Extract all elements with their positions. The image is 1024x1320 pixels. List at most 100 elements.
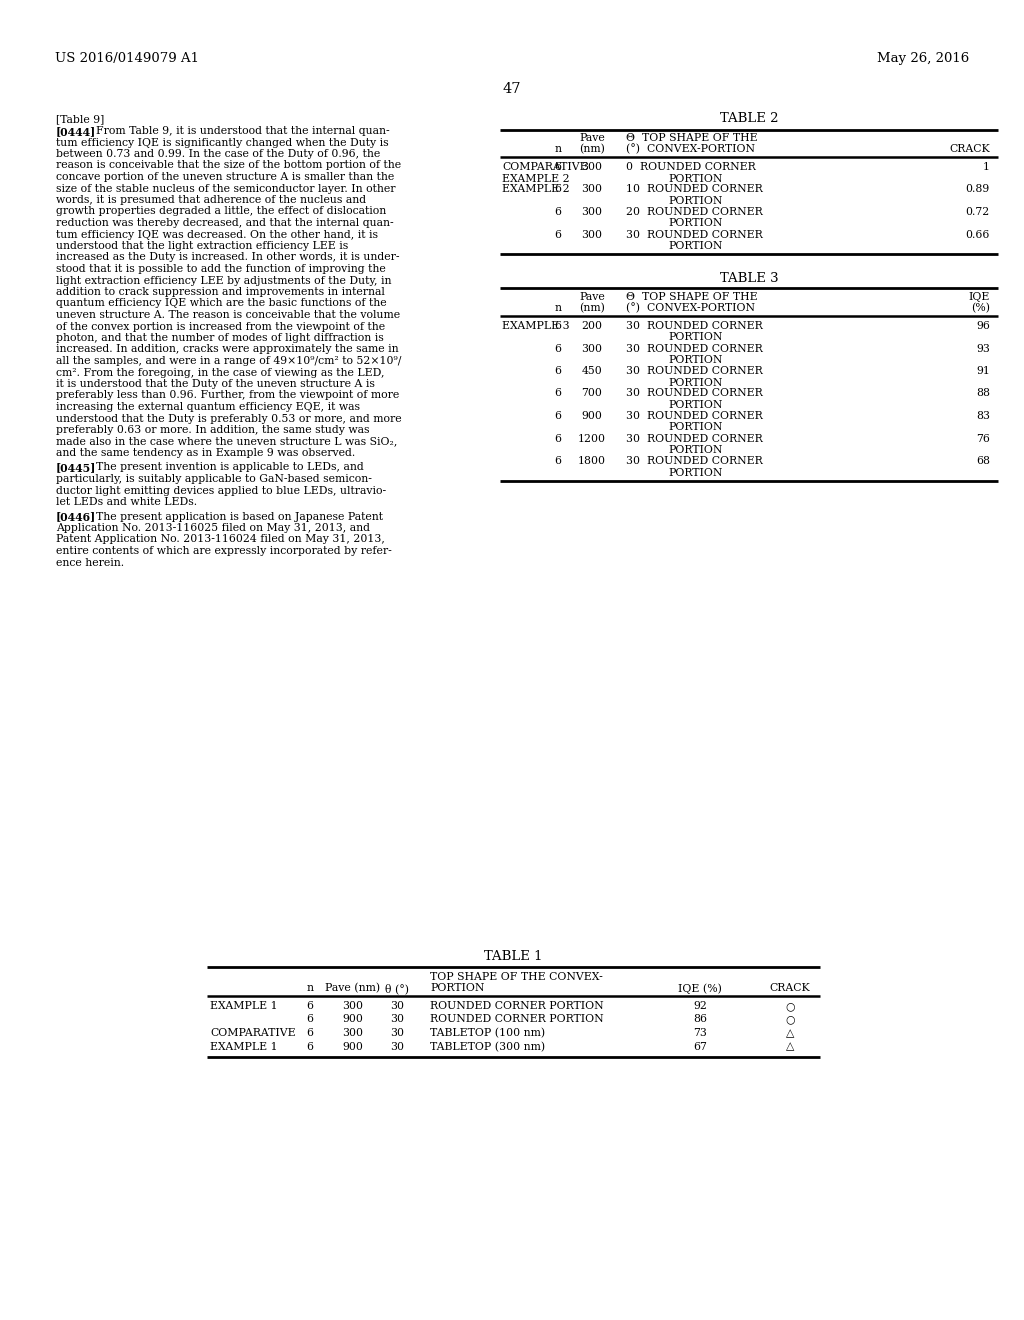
Text: growth properties degraded a little, the effect of dislocation: growth properties degraded a little, the…	[56, 206, 386, 216]
Text: (nm): (nm)	[579, 304, 605, 313]
Text: increased. In addition, cracks were approximately the same in: increased. In addition, cracks were appr…	[56, 345, 398, 355]
Text: 6: 6	[555, 230, 561, 239]
Text: made also in the case where the uneven structure L was SiO₂,: made also in the case where the uneven s…	[56, 437, 397, 446]
Text: 6: 6	[555, 321, 561, 331]
Text: 30: 30	[390, 1041, 404, 1052]
Text: increasing the external quantum efficiency EQE, it was: increasing the external quantum efficien…	[56, 403, 360, 412]
Text: n: n	[555, 144, 561, 154]
Text: 0.72: 0.72	[966, 207, 990, 216]
Text: 6: 6	[555, 388, 561, 399]
Text: between 0.73 and 0.99. In the case of the Duty of 0.96, the: between 0.73 and 0.99. In the case of th…	[56, 149, 380, 158]
Text: stood that it is possible to add the function of improving the: stood that it is possible to add the fun…	[56, 264, 386, 275]
Text: [Table 9]: [Table 9]	[56, 114, 104, 124]
Text: photon, and that the number of modes of light diffraction is: photon, and that the number of modes of …	[56, 333, 384, 343]
Text: 1800: 1800	[578, 455, 606, 466]
Text: PORTION: PORTION	[668, 195, 722, 206]
Text: understood that the Duty is preferably 0.53 or more, and more: understood that the Duty is preferably 0…	[56, 413, 401, 424]
Text: 68: 68	[976, 455, 990, 466]
Text: 30  ROUNDED CORNER: 30 ROUNDED CORNER	[626, 433, 763, 444]
Text: 6: 6	[306, 1015, 313, 1024]
Text: TABLE 2: TABLE 2	[720, 112, 778, 125]
Text: all the samples, and were in a range of 49×10⁹/cm² to 52×10⁹/: all the samples, and were in a range of …	[56, 356, 401, 366]
Text: n: n	[555, 304, 561, 313]
Text: TABLE 3: TABLE 3	[720, 272, 778, 285]
Text: reduction was thereby decreased, and that the internal quan-: reduction was thereby decreased, and tha…	[56, 218, 393, 228]
Text: 67: 67	[693, 1041, 707, 1052]
Text: 6: 6	[306, 1028, 313, 1038]
Text: 6: 6	[555, 366, 561, 376]
Text: cm². From the foregoing, in the case of viewing as the LED,: cm². From the foregoing, in the case of …	[56, 367, 384, 378]
Text: 93: 93	[976, 343, 990, 354]
Text: n: n	[306, 983, 313, 993]
Text: concave portion of the uneven structure A is smaller than the: concave portion of the uneven structure …	[56, 172, 394, 182]
Text: [0446]: [0446]	[56, 511, 96, 523]
Text: CRACK: CRACK	[949, 144, 990, 154]
Text: quantum efficiency IQE which are the basic functions of the: quantum efficiency IQE which are the bas…	[56, 298, 387, 309]
Text: size of the stable nucleus of the semiconductor layer. In other: size of the stable nucleus of the semico…	[56, 183, 395, 194]
Text: 300: 300	[582, 207, 602, 216]
Text: ○: ○	[785, 1001, 795, 1011]
Text: The present application is based on Japanese Patent: The present application is based on Japa…	[96, 511, 383, 521]
Text: From Table 9, it is understood that the internal quan-: From Table 9, it is understood that the …	[96, 125, 389, 136]
Text: PORTION: PORTION	[668, 333, 722, 342]
Text: PORTION: PORTION	[430, 983, 484, 993]
Text: 30  ROUNDED CORNER: 30 ROUNDED CORNER	[626, 321, 763, 331]
Text: tum efficiency IQE is significantly changed when the Duty is: tum efficiency IQE is significantly chan…	[56, 137, 389, 148]
Text: ROUNDED CORNER PORTION: ROUNDED CORNER PORTION	[430, 1015, 603, 1024]
Text: Θ  TOP SHAPE OF THE: Θ TOP SHAPE OF THE	[626, 292, 758, 302]
Text: PORTION: PORTION	[668, 467, 722, 478]
Text: of the convex portion is increased from the viewpoint of the: of the convex portion is increased from …	[56, 322, 385, 331]
Text: ductor light emitting devices applied to blue LEDs, ultravio-: ductor light emitting devices applied to…	[56, 486, 386, 495]
Text: 91: 91	[976, 366, 990, 376]
Text: 1200: 1200	[578, 433, 606, 444]
Text: entire contents of which are expressly incorporated by refer-: entire contents of which are expressly i…	[56, 546, 392, 556]
Text: 6: 6	[555, 162, 561, 172]
Text: 30: 30	[390, 1028, 404, 1038]
Text: reason is conceivable that the size of the bottom portion of the: reason is conceivable that the size of t…	[56, 161, 401, 170]
Text: preferably less than 0.96. Further, from the viewpoint of more: preferably less than 0.96. Further, from…	[56, 391, 399, 400]
Text: tum efficiency IQE was decreased. On the other hand, it is: tum efficiency IQE was decreased. On the…	[56, 230, 378, 239]
Text: EXAMPLE 2: EXAMPLE 2	[502, 173, 569, 183]
Text: △: △	[785, 1041, 795, 1052]
Text: 86: 86	[693, 1015, 707, 1024]
Text: Pave (nm): Pave (nm)	[326, 983, 381, 994]
Text: TABLETOP (300 nm): TABLETOP (300 nm)	[430, 1041, 545, 1052]
Text: EXAMPLE 2: EXAMPLE 2	[502, 185, 569, 194]
Text: PORTION: PORTION	[668, 242, 722, 251]
Text: PORTION: PORTION	[668, 355, 722, 366]
Text: 6: 6	[555, 207, 561, 216]
Text: 47: 47	[503, 82, 521, 96]
Text: 30  ROUNDED CORNER: 30 ROUNDED CORNER	[626, 388, 763, 399]
Text: 30: 30	[390, 1001, 404, 1011]
Text: increased as the Duty is increased. In other words, it is under-: increased as the Duty is increased. In o…	[56, 252, 399, 263]
Text: 700: 700	[582, 388, 602, 399]
Text: 6: 6	[555, 455, 561, 466]
Text: COMPARATIVE: COMPARATIVE	[502, 162, 588, 172]
Text: 30  ROUNDED CORNER: 30 ROUNDED CORNER	[626, 366, 763, 376]
Text: PORTION: PORTION	[668, 173, 722, 183]
Text: light extraction efficiency LEE by adjustments of the Duty, in: light extraction efficiency LEE by adjus…	[56, 276, 391, 285]
Text: PORTION: PORTION	[668, 422, 722, 433]
Text: (%): (%)	[971, 304, 990, 313]
Text: 6: 6	[306, 1001, 313, 1011]
Text: Pave: Pave	[580, 292, 605, 302]
Text: IQE (%): IQE (%)	[678, 983, 722, 994]
Text: 900: 900	[582, 411, 602, 421]
Text: Patent Application No. 2013-116024 filed on May 31, 2013,: Patent Application No. 2013-116024 filed…	[56, 535, 385, 544]
Text: ence herein.: ence herein.	[56, 557, 124, 568]
Text: 30: 30	[390, 1015, 404, 1024]
Text: 300: 300	[582, 185, 602, 194]
Text: 88: 88	[976, 388, 990, 399]
Text: EXAMPLE 1: EXAMPLE 1	[210, 1001, 278, 1011]
Text: θ (°): θ (°)	[385, 983, 409, 994]
Text: 0  ROUNDED CORNER: 0 ROUNDED CORNER	[626, 162, 756, 172]
Text: May 26, 2016: May 26, 2016	[877, 51, 969, 65]
Text: Pave: Pave	[580, 133, 605, 143]
Text: words, it is presumed that adherence of the nucleus and: words, it is presumed that adherence of …	[56, 195, 367, 205]
Text: US 2016/0149079 A1: US 2016/0149079 A1	[55, 51, 199, 65]
Text: The present invention is applicable to LEDs, and: The present invention is applicable to L…	[96, 462, 364, 473]
Text: TOP SHAPE OF THE CONVEX-: TOP SHAPE OF THE CONVEX-	[430, 972, 603, 982]
Text: TABLE 1: TABLE 1	[483, 950, 543, 964]
Text: 6: 6	[555, 433, 561, 444]
Text: [0445]: [0445]	[56, 462, 96, 474]
